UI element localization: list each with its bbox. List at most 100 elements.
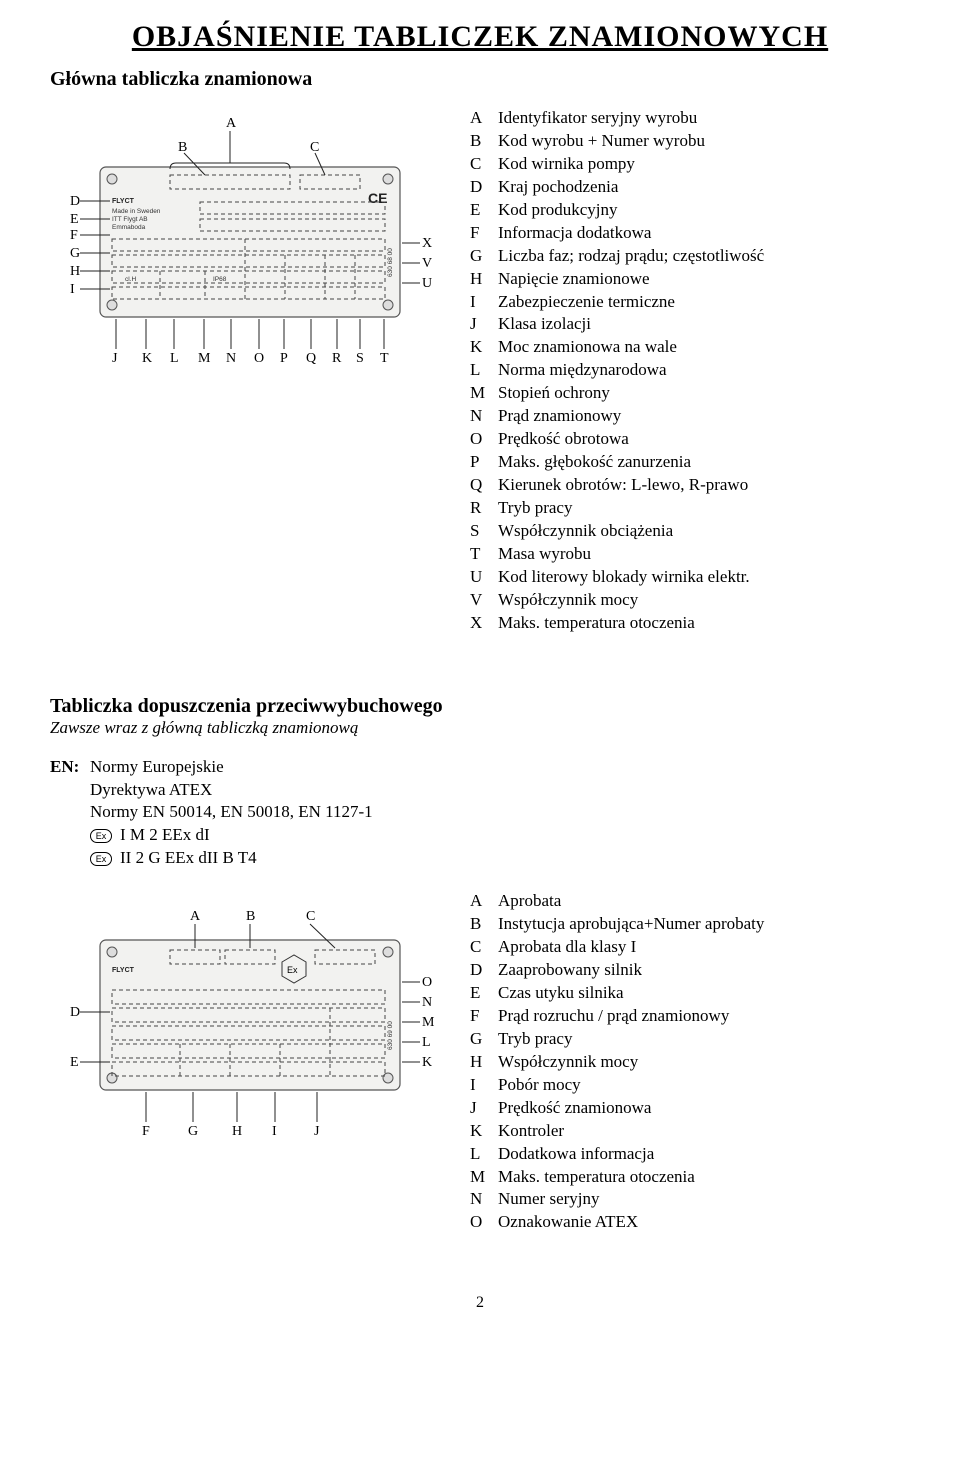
- list-item-value: Współczynnik obciążenia: [498, 520, 910, 543]
- en-label: EN:: [50, 756, 90, 779]
- list-item-value: Masa wyrobu: [498, 543, 910, 566]
- plate2-brand: FLYCT: [112, 967, 135, 974]
- section2: FLYCT Ex 630 69 00 A B C D E: [50, 890, 910, 1234]
- list-item-value: Aprobata dla klasy I: [498, 936, 910, 959]
- list-item-value: Numer seryjny: [498, 1188, 910, 1211]
- section2-list: AAprobataBInstytucja aprobująca+Numer ap…: [470, 890, 910, 1234]
- list-item: BInstytucja aprobująca+Numer aprobaty: [470, 913, 910, 936]
- ex-icon: Ex: [90, 829, 112, 843]
- list-item-key: I: [470, 291, 498, 314]
- d1-letter-B: B: [178, 140, 187, 155]
- list-item-value: Współczynnik mocy: [498, 1051, 910, 1074]
- list-item-key: P: [470, 451, 498, 474]
- svg-text:I: I: [272, 1124, 277, 1139]
- list-item-key: N: [470, 405, 498, 428]
- list-item-value: Identyfikator seryjny wyrobu: [498, 107, 910, 130]
- nameplate-diagram-1: FLYCT Made in Sweden ITT Flygt AB Emmabo…: [50, 107, 450, 387]
- list-item: MStopień ochrony: [470, 382, 910, 405]
- d1-letter-A: A: [226, 116, 237, 131]
- plate2-sidecode: 630 69 00: [387, 1021, 394, 1050]
- svg-text:Q: Q: [306, 351, 316, 366]
- plate-ip: IP68: [213, 276, 227, 283]
- d2-letter-C: C: [306, 909, 315, 924]
- svg-text:N: N: [422, 995, 432, 1010]
- list-item-value: Tryb pracy: [498, 497, 910, 520]
- svg-text:M: M: [198, 351, 211, 366]
- list-item: AAprobata: [470, 890, 910, 913]
- svg-text:G: G: [70, 246, 80, 261]
- list-item-key: J: [470, 313, 498, 336]
- list-item: MMaks. temperatura otoczenia: [470, 1166, 910, 1189]
- list-item-key: H: [470, 1051, 498, 1074]
- list-item: OPrędkość obrotowa: [470, 428, 910, 451]
- svg-text:N: N: [226, 351, 236, 366]
- list-item-value: Instytucja aprobująca+Numer aprobaty: [498, 913, 910, 936]
- svg-text:H: H: [70, 264, 80, 279]
- svg-text:O: O: [422, 975, 432, 990]
- list-item-value: Czas utyku silnika: [498, 982, 910, 1005]
- list-item-key: F: [470, 1005, 498, 1028]
- list-item-key: A: [470, 107, 498, 130]
- list-item: PMaks. głębokość zanurzenia: [470, 451, 910, 474]
- list-item-key: M: [470, 382, 498, 405]
- list-item: CAprobata dla klasy I: [470, 936, 910, 959]
- list-item-value: Informacja dodatkowa: [498, 222, 910, 245]
- en-ex-line-1: II 2 G EEx dII B T4: [120, 847, 257, 870]
- list-item-value: Tryb pracy: [498, 1028, 910, 1051]
- list-item-value: Prąd znamionowy: [498, 405, 910, 428]
- list-item-value: Oznakowanie ATEX: [498, 1211, 910, 1234]
- list-item-value: Prędkość znamionowa: [498, 1097, 910, 1120]
- diagram2-container: FLYCT Ex 630 69 00 A B C D E: [50, 890, 450, 1234]
- en-block: EN: Normy Europejskie Dyrektywa ATEX Nor…: [50, 756, 910, 871]
- d1-right-letters: X V U: [402, 236, 432, 291]
- d1-letter-C: C: [310, 140, 319, 155]
- list-item: UKod literowy blokady wirnika elektr.: [470, 566, 910, 589]
- svg-text:Ex: Ex: [287, 965, 298, 975]
- list-item-key: D: [470, 959, 498, 982]
- list-item: IPobór mocy: [470, 1074, 910, 1097]
- list-item-key: Q: [470, 474, 498, 497]
- list-item-key: O: [470, 1211, 498, 1234]
- svg-text:CE: CE: [368, 190, 387, 206]
- list-item-key: H: [470, 268, 498, 291]
- list-item: IZabezpieczenie termiczne: [470, 291, 910, 314]
- list-item-key: A: [470, 890, 498, 913]
- list-item: OOznakowanie ATEX: [470, 1211, 910, 1234]
- ex-icon: Ex: [90, 852, 112, 866]
- list-item-key: K: [470, 1120, 498, 1143]
- svg-text:T: T: [380, 351, 389, 366]
- list-item-key: K: [470, 336, 498, 359]
- svg-text:F: F: [70, 228, 78, 243]
- list-item-key: E: [470, 199, 498, 222]
- plate-brand: FLYCT: [112, 198, 135, 205]
- list-item-value: Pobór mocy: [498, 1074, 910, 1097]
- list-item: RTryb pracy: [470, 497, 910, 520]
- svg-text:S: S: [356, 351, 364, 366]
- d2-letter-B: B: [246, 909, 255, 924]
- list-item: LDodatkowa informacja: [470, 1143, 910, 1166]
- list-item-value: Napięcie znamionowe: [498, 268, 910, 291]
- svg-text:H: H: [232, 1124, 242, 1139]
- list-item: FPrąd rozruchu / prąd znamionowy: [470, 1005, 910, 1028]
- plate-co: ITT Flygt AB: [112, 216, 148, 223]
- svg-text:P: P: [280, 351, 288, 366]
- d2-bottom-letters: F G H I J: [142, 1092, 320, 1139]
- list-item-value: Aprobata: [498, 890, 910, 913]
- list-item-value: Współczynnik mocy: [498, 589, 910, 612]
- list-item-value: Kraj pochodzenia: [498, 176, 910, 199]
- svg-text:E: E: [70, 212, 79, 227]
- list-item-key: J: [470, 1097, 498, 1120]
- list-item-value: Kod literowy blokady wirnika elektr.: [498, 566, 910, 589]
- list-item: HNapięcie znamionowe: [470, 268, 910, 291]
- list-item-key: O: [470, 428, 498, 451]
- list-item: TMasa wyrobu: [470, 543, 910, 566]
- list-item-value: Kod wyrobu + Numer wyrobu: [498, 130, 910, 153]
- list-item-key: D: [470, 176, 498, 199]
- list-item: GLiczba faz; rodzaj prądu; częstotliwość: [470, 245, 910, 268]
- svg-text:V: V: [422, 256, 432, 271]
- list-item: GTryb pracy: [470, 1028, 910, 1051]
- plate-sidecode: 630 68 00: [387, 248, 394, 277]
- list-item-value: Norma międzynarodowa: [498, 359, 910, 382]
- list-item: BKod wyrobu + Numer wyrobu: [470, 130, 910, 153]
- section1-heading: Główna tabliczka znamionowa: [50, 68, 910, 91]
